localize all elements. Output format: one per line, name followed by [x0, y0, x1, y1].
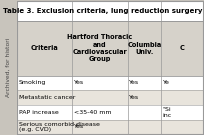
- Bar: [17, 105, 203, 120]
- Bar: [0, 1, 17, 134]
- Text: Columbia
Univ.: Columbia Univ.: [127, 42, 162, 55]
- Text: Criteria: Criteria: [31, 45, 59, 51]
- Bar: [17, 90, 203, 105]
- Text: Ye: Ye: [163, 80, 170, 85]
- Text: Hartford Thoracic
and
Cardiovascular
Group: Hartford Thoracic and Cardiovascular Gro…: [67, 34, 133, 62]
- Text: Archived, for histori: Archived, for histori: [6, 38, 11, 97]
- Text: Yes: Yes: [129, 80, 140, 85]
- Text: Yes: Yes: [74, 80, 84, 85]
- Bar: [17, 120, 203, 134]
- Bar: [17, 1, 203, 21]
- Text: Table 3. Exclusion criteria, lung reduction surgery (co: Table 3. Exclusion criteria, lung reduct…: [3, 8, 204, 14]
- Text: Yes: Yes: [74, 124, 84, 129]
- Text: PAP increase: PAP increase: [19, 110, 59, 115]
- Text: Yes: Yes: [129, 95, 140, 100]
- Text: C: C: [180, 45, 185, 51]
- Text: <35-40 mm: <35-40 mm: [74, 110, 111, 115]
- Bar: [17, 76, 203, 90]
- Text: Metastatic cancer: Metastatic cancer: [19, 95, 75, 100]
- Text: Smoking: Smoking: [19, 80, 46, 85]
- Bar: [17, 21, 203, 76]
- Text: Serious comorbid disease
(e.g. CVD): Serious comorbid disease (e.g. CVD): [19, 122, 100, 132]
- Text: "Si
inc: "Si inc: [163, 107, 172, 118]
